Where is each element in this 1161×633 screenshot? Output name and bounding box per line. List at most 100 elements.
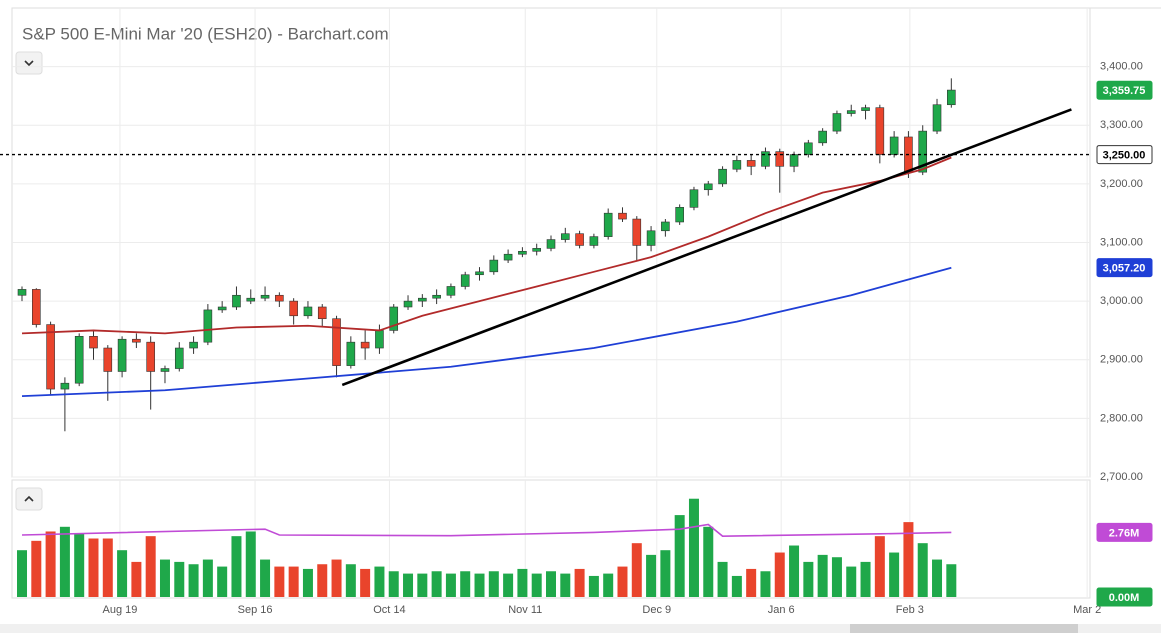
candle-body <box>503 253 513 261</box>
volume-bar <box>774 552 785 597</box>
plot <box>17 78 1072 597</box>
candle-body <box>689 189 699 208</box>
expand-button[interactable] <box>15 487 43 511</box>
candle-body <box>260 294 270 299</box>
candle-body <box>518 250 527 255</box>
candle-body <box>546 239 556 249</box>
candle-body <box>775 151 785 167</box>
x-tick-label: Dec 9 <box>642 604 671 616</box>
volume-bar <box>803 561 814 597</box>
candle-body <box>460 274 470 287</box>
price-tag <box>1096 80 1153 100</box>
volume-bar <box>517 568 528 597</box>
candle-body <box>360 341 370 349</box>
volume-bar <box>388 571 399 597</box>
volume-bar <box>674 515 685 597</box>
volume-bar <box>188 564 199 597</box>
volume-bar <box>503 573 514 597</box>
candle-body <box>603 212 613 237</box>
candle-body <box>489 259 499 273</box>
volume-bar <box>345 564 356 597</box>
y-tick-label: 3,300.00 <box>1100 119 1143 131</box>
candle-body <box>89 335 98 349</box>
candle-body <box>632 218 642 246</box>
candle-body <box>346 341 356 366</box>
volume-bar <box>88 538 99 597</box>
scrollbar[interactable] <box>0 624 1161 633</box>
candle-body <box>861 107 870 111</box>
candle-body <box>703 183 713 191</box>
candle-body <box>303 306 313 317</box>
price-tag-label: 0.00M <box>1109 592 1140 604</box>
volume-bar <box>531 573 542 597</box>
volume-bar <box>159 559 170 597</box>
volume-bar <box>331 559 342 597</box>
volume-bar <box>45 531 56 597</box>
button-box[interactable] <box>15 487 43 511</box>
volume-bar <box>417 573 428 597</box>
candle-body <box>789 154 799 167</box>
candle-body <box>60 382 70 390</box>
volume-bar <box>202 559 213 597</box>
x-tick-label: Nov 11 <box>508 604 542 616</box>
volume-bar <box>717 561 728 597</box>
candle-body <box>761 151 770 167</box>
price-tag <box>1096 522 1153 542</box>
candle-body <box>575 233 584 246</box>
candle-body <box>232 294 241 308</box>
candle-body <box>146 341 155 372</box>
x-tick-label: Aug 19 <box>103 604 138 616</box>
candle-body <box>918 130 928 173</box>
volume-bar <box>374 566 385 597</box>
candle-body <box>246 297 256 302</box>
volume-bar <box>932 559 943 597</box>
candle-body <box>160 368 170 372</box>
candle-body <box>675 207 684 223</box>
candle-body <box>32 289 41 325</box>
volume-bar <box>703 526 714 597</box>
price-tag-label: 2.76M <box>1109 527 1140 539</box>
volume-bar <box>460 571 471 597</box>
y-tick-label: 2,700.00 <box>1100 471 1143 483</box>
volume-bar <box>917 543 928 597</box>
price-tag <box>1096 258 1153 278</box>
candle-body <box>403 300 413 308</box>
volume-bar <box>74 533 85 597</box>
y-tick-label: 2,800.00 <box>1100 412 1143 424</box>
volume-bar <box>903 522 914 597</box>
moving-average <box>21 156 952 335</box>
volume-bar <box>274 566 285 597</box>
volume-bar <box>646 554 657 597</box>
button-box[interactable] <box>15 51 43 75</box>
price-tag-label: 3,250.00 <box>1103 149 1146 161</box>
price-tag-label: 3,057.20 <box>1103 262 1146 274</box>
candle-body <box>618 212 627 220</box>
candle-body <box>174 347 184 369</box>
candle-body <box>846 110 856 114</box>
volume-bar <box>174 561 185 597</box>
candle-body <box>432 294 441 299</box>
scroll-thumb[interactable] <box>850 624 1078 633</box>
chevron-up[interactable] <box>24 495 34 502</box>
candle-body <box>103 347 113 372</box>
candle-body <box>189 341 198 349</box>
volume-bar <box>245 531 256 597</box>
candle-body <box>132 338 141 343</box>
chevron-down[interactable] <box>24 60 34 67</box>
volume-bar <box>317 564 328 597</box>
candle-body <box>418 297 427 302</box>
candle-body <box>317 306 327 320</box>
volume-bar <box>560 573 571 597</box>
volume-bar <box>488 571 499 597</box>
volume-bar <box>588 575 599 597</box>
candle-body <box>217 306 227 311</box>
candle-body <box>889 136 899 155</box>
collapse-button[interactable] <box>15 51 43 75</box>
volume-bar <box>302 568 313 597</box>
candle-body <box>875 107 885 155</box>
candle-body <box>947 89 956 106</box>
volume-bar <box>217 566 228 597</box>
candle-body <box>475 271 484 276</box>
